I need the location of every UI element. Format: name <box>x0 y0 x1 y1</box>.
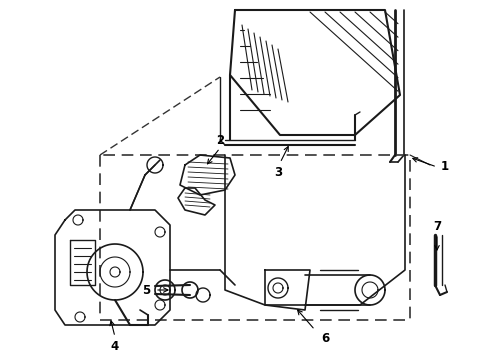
Text: 2: 2 <box>216 134 224 147</box>
Text: 6: 6 <box>321 332 329 345</box>
Text: 3: 3 <box>274 166 282 179</box>
Text: 4: 4 <box>111 339 119 352</box>
Polygon shape <box>160 285 170 295</box>
Text: 7: 7 <box>433 220 441 233</box>
Text: 5: 5 <box>142 284 150 297</box>
Text: 1: 1 <box>441 161 449 174</box>
Polygon shape <box>110 267 120 277</box>
